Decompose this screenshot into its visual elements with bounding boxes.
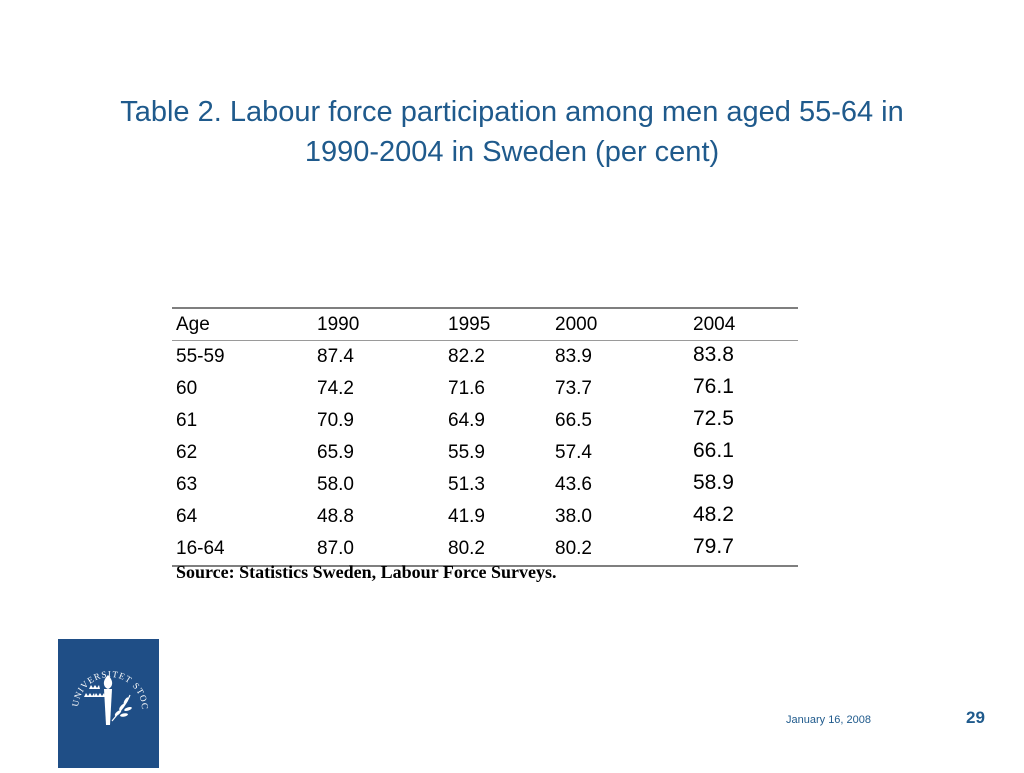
table-cell: 62 — [176, 442, 198, 463]
table-row: 63 58.0 51.3 43.6 58.9 — [172, 469, 798, 501]
table-cell: 60 — [176, 378, 198, 399]
table-cell: 66.1 — [693, 439, 734, 462]
table-cell: 63 — [176, 474, 198, 495]
table-cell: 51.3 — [448, 474, 485, 495]
table-cell: 87.0 — [317, 538, 354, 559]
table-cell: 55.9 — [448, 442, 485, 463]
table-header-row: Age 1990 1995 2000 2004 — [172, 308, 798, 341]
footer-date: January 16, 2008 — [786, 714, 872, 726]
column-header: 2000 — [555, 313, 598, 335]
slide-title: Table 2. Labour force participation amon… — [120, 96, 904, 168]
table-cell: 64.9 — [448, 410, 485, 431]
table-row: 60 74.2 71.6 73.7 76.1 — [172, 373, 798, 405]
table-cell: 58.9 — [693, 471, 734, 494]
table-cell: 55-59 — [176, 346, 225, 367]
table-row: 61 70.9 64.9 66.5 72.5 — [172, 405, 798, 437]
table-cell: 74.2 — [317, 378, 354, 399]
table-cell: 80.2 — [448, 538, 485, 559]
svg-text:UNIVERSITET STOCKHOLMS: UNIVERSITET STOCKHOLMS — [58, 639, 150, 710]
university-seal-icon: UNIVERSITET STOCKHOLMS — [53, 631, 150, 725]
column-header: 1995 — [448, 313, 491, 335]
table-cell: 72.5 — [693, 407, 734, 430]
table-cell: 43.6 — [555, 474, 592, 495]
table-cell: 48.8 — [317, 506, 354, 527]
table-cell: 76.1 — [693, 375, 734, 398]
table-cell: 64 — [176, 506, 198, 527]
table-cell: 48.2 — [693, 503, 734, 526]
column-header: 2004 — [693, 313, 736, 335]
table-cell: 61 — [176, 410, 198, 431]
table-row: 62 65.9 55.9 57.4 66.1 — [172, 437, 798, 469]
table-cell: 70.9 — [317, 410, 354, 431]
table-cell: 71.6 — [448, 378, 485, 399]
table-cell: 82.2 — [448, 346, 485, 367]
table-cell: 58.0 — [317, 474, 354, 495]
table-cell: 41.9 — [448, 506, 485, 527]
page-number: 29 — [966, 708, 985, 727]
data-table: Age 1990 1995 2000 2004 55-59 87.4 82.2 … — [172, 307, 798, 567]
column-header: Age — [176, 313, 210, 335]
table-cell: 16-64 — [176, 538, 225, 559]
column-header: 1990 — [317, 313, 360, 335]
table-cell: 38.0 — [555, 506, 592, 527]
table-cell: 80.2 — [555, 538, 592, 559]
university-logo: UNIVERSITET STOCKHOLMS — [53, 631, 159, 768]
table-cell: 65.9 — [317, 442, 354, 463]
table-row: 16-64 87.0 80.2 80.2 79.7 — [172, 533, 798, 566]
table-row: 64 48.8 41.9 38.0 48.2 — [172, 501, 798, 533]
source-note: Source: Statistics Sweden, Labour Force … — [176, 562, 557, 582]
table-cell: 83.8 — [693, 343, 734, 366]
table-row: 55-59 87.4 82.2 83.9 83.8 — [172, 341, 798, 374]
table-cell: 73.7 — [555, 378, 592, 399]
table-cell: 66.5 — [555, 410, 592, 431]
table-cell: 87.4 — [317, 346, 354, 367]
table-cell: 79.7 — [693, 535, 734, 558]
table-cell: 83.9 — [555, 346, 592, 367]
table-cell: 57.4 — [555, 442, 592, 463]
